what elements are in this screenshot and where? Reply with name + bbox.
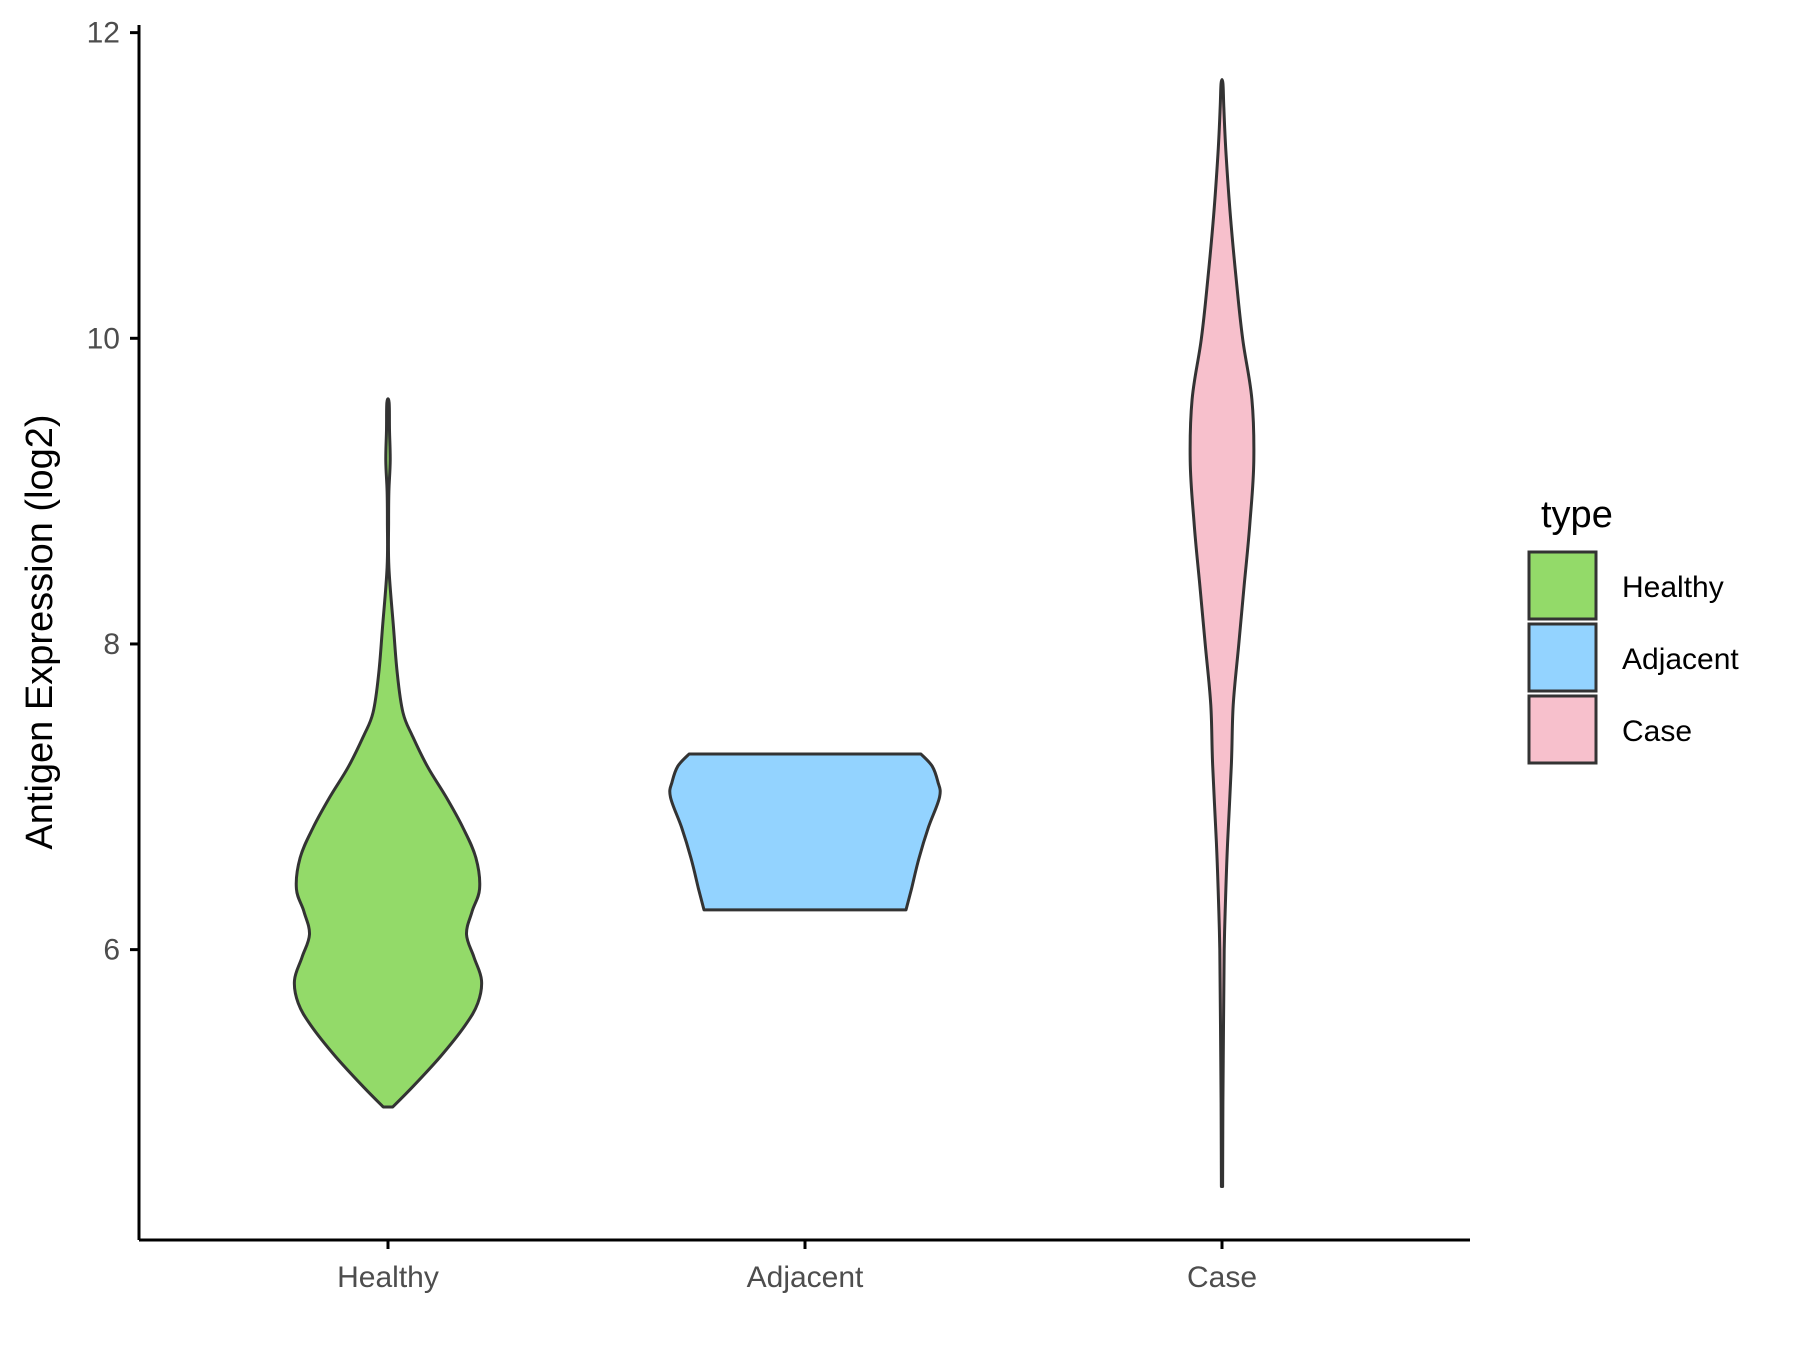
y-tick-label: 8 <box>103 628 120 661</box>
y-tick-label: 12 <box>87 17 120 50</box>
x-tick-label: Healthy <box>337 1261 439 1294</box>
legend: type Healthy Adjacent Case <box>1527 494 1739 765</box>
violin-case <box>1188 78 1256 1188</box>
legend-label-adjacent: Adjacent <box>1622 643 1739 676</box>
y-axis-title: Antigen Expression (log2) <box>19 414 61 849</box>
violin-adjacent <box>668 752 942 912</box>
y-tick-label: 6 <box>103 934 120 967</box>
legend-swatch-adjacent <box>1527 622 1598 693</box>
x-tick-label: Case <box>1187 1261 1257 1294</box>
legend-label-case: Case <box>1622 715 1692 748</box>
legend-swatch-case <box>1527 694 1598 765</box>
y-ticks: 6 8 10 12 <box>87 17 139 967</box>
violin-healthy <box>292 397 484 1109</box>
legend-label-healthy: Healthy <box>1622 571 1724 604</box>
y-tick-label: 10 <box>87 322 120 355</box>
legend-swatch-healthy <box>1527 550 1598 621</box>
legend-title: type <box>1541 494 1613 536</box>
x-tick-label: Adjacent <box>747 1261 864 1294</box>
x-ticks: Healthy Adjacent Case <box>337 1240 1257 1294</box>
violin-layer <box>292 78 1256 1188</box>
